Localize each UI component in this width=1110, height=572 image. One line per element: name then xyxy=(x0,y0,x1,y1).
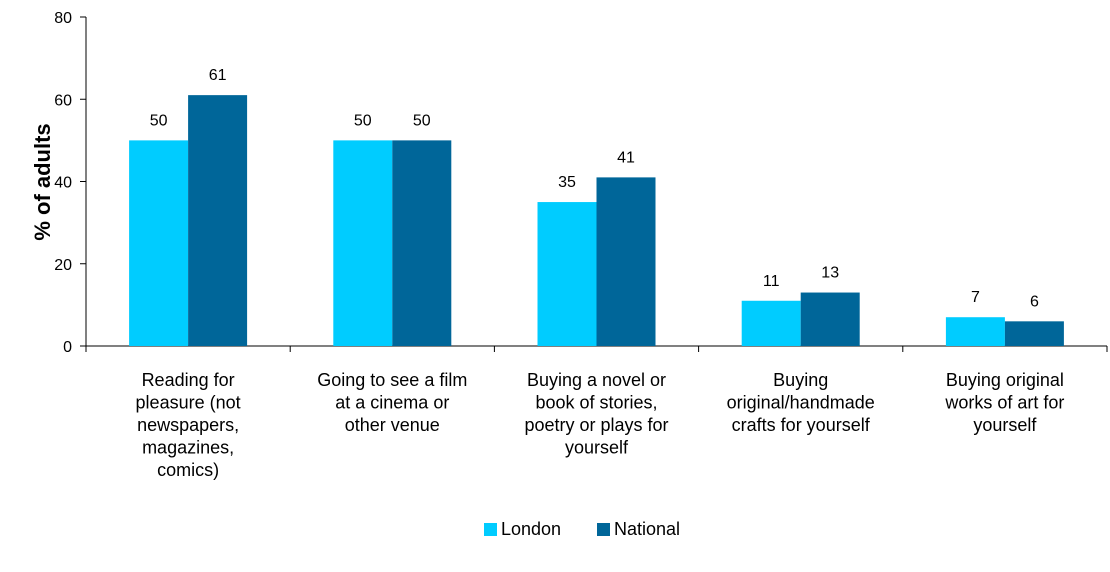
category-label-line: pleasure (not xyxy=(136,393,241,413)
bar-national xyxy=(188,95,248,346)
category-label: Buying original works of art for yourself xyxy=(944,370,1064,435)
category-label-line: works of art for xyxy=(944,393,1064,413)
category-label-line: Buying original xyxy=(946,370,1064,390)
bar-london xyxy=(945,317,1005,346)
category-label-line: other venue xyxy=(345,415,440,435)
y-tick-label: 80 xyxy=(54,10,72,27)
y-tick-label: 60 xyxy=(54,92,72,109)
category-label-line: crafts for yourself xyxy=(732,415,871,435)
category-labels: Reading for pleasure (not newspapers, magaz… xyxy=(136,370,1065,480)
category-label-line: magazines, xyxy=(142,438,234,458)
bar-london xyxy=(333,140,393,346)
category-label-line: original/handmade xyxy=(727,393,875,413)
bar-london xyxy=(537,202,597,346)
category-label-line: Reading for xyxy=(142,370,235,390)
bar-london xyxy=(741,300,801,346)
y-tick-label: 20 xyxy=(54,257,72,274)
category-label: Reading for pleasure (not newspapers, magaz… xyxy=(136,370,241,480)
bar-national xyxy=(596,177,656,346)
category-label-line: newspapers, xyxy=(137,415,239,435)
y-axis-title: % of adults xyxy=(30,123,55,240)
axes: 0 20 40 60 80 xyxy=(54,10,1108,356)
legend-label-national: National xyxy=(614,519,680,539)
category-label: Buying original/handmade crafts for yourse… xyxy=(727,370,875,435)
data-label: 50 xyxy=(150,112,168,129)
data-label: 50 xyxy=(413,112,431,129)
bars xyxy=(129,95,1064,346)
data-label: 13 xyxy=(821,265,839,282)
category-label-line: book of stories, xyxy=(535,393,657,413)
data-label: 35 xyxy=(558,174,576,191)
y-axis-title-group: % of adults xyxy=(30,123,55,240)
data-labels: 50 61 50 50 35 41 11 13 7 6 xyxy=(150,67,1039,310)
legend-label-london: London xyxy=(501,519,561,539)
category-label-line: poetry or plays for xyxy=(524,415,668,435)
data-label: 7 xyxy=(971,289,980,306)
data-label: 41 xyxy=(617,149,635,166)
legend-swatch-london xyxy=(484,523,497,536)
category-label: Buying a novel or book of stories, poetry … xyxy=(524,370,668,458)
category-label-line: at a cinema or xyxy=(335,393,449,413)
y-tick-label: 0 xyxy=(63,339,72,356)
legend: London National xyxy=(484,519,680,539)
data-label: 11 xyxy=(763,273,780,290)
category-label-line: comics) xyxy=(157,460,219,480)
category-label-line: Going to see a film xyxy=(317,370,467,390)
data-label: 6 xyxy=(1030,293,1039,310)
bar-national xyxy=(1004,321,1064,346)
category-label-line: Buying xyxy=(773,370,828,390)
category-label: Going to see a film at a cinema or other v… xyxy=(317,370,467,435)
bar-national xyxy=(392,140,452,346)
bar-national xyxy=(800,292,860,346)
legend-swatch-national xyxy=(597,523,610,536)
data-label: 61 xyxy=(209,67,227,84)
bar-london xyxy=(129,140,189,346)
category-label-line: yourself xyxy=(565,438,629,458)
category-label-line: yourself xyxy=(973,415,1037,435)
data-label: 50 xyxy=(354,112,372,129)
y-tick-label: 40 xyxy=(54,175,72,192)
category-label-line: Buying a novel or xyxy=(527,370,666,390)
